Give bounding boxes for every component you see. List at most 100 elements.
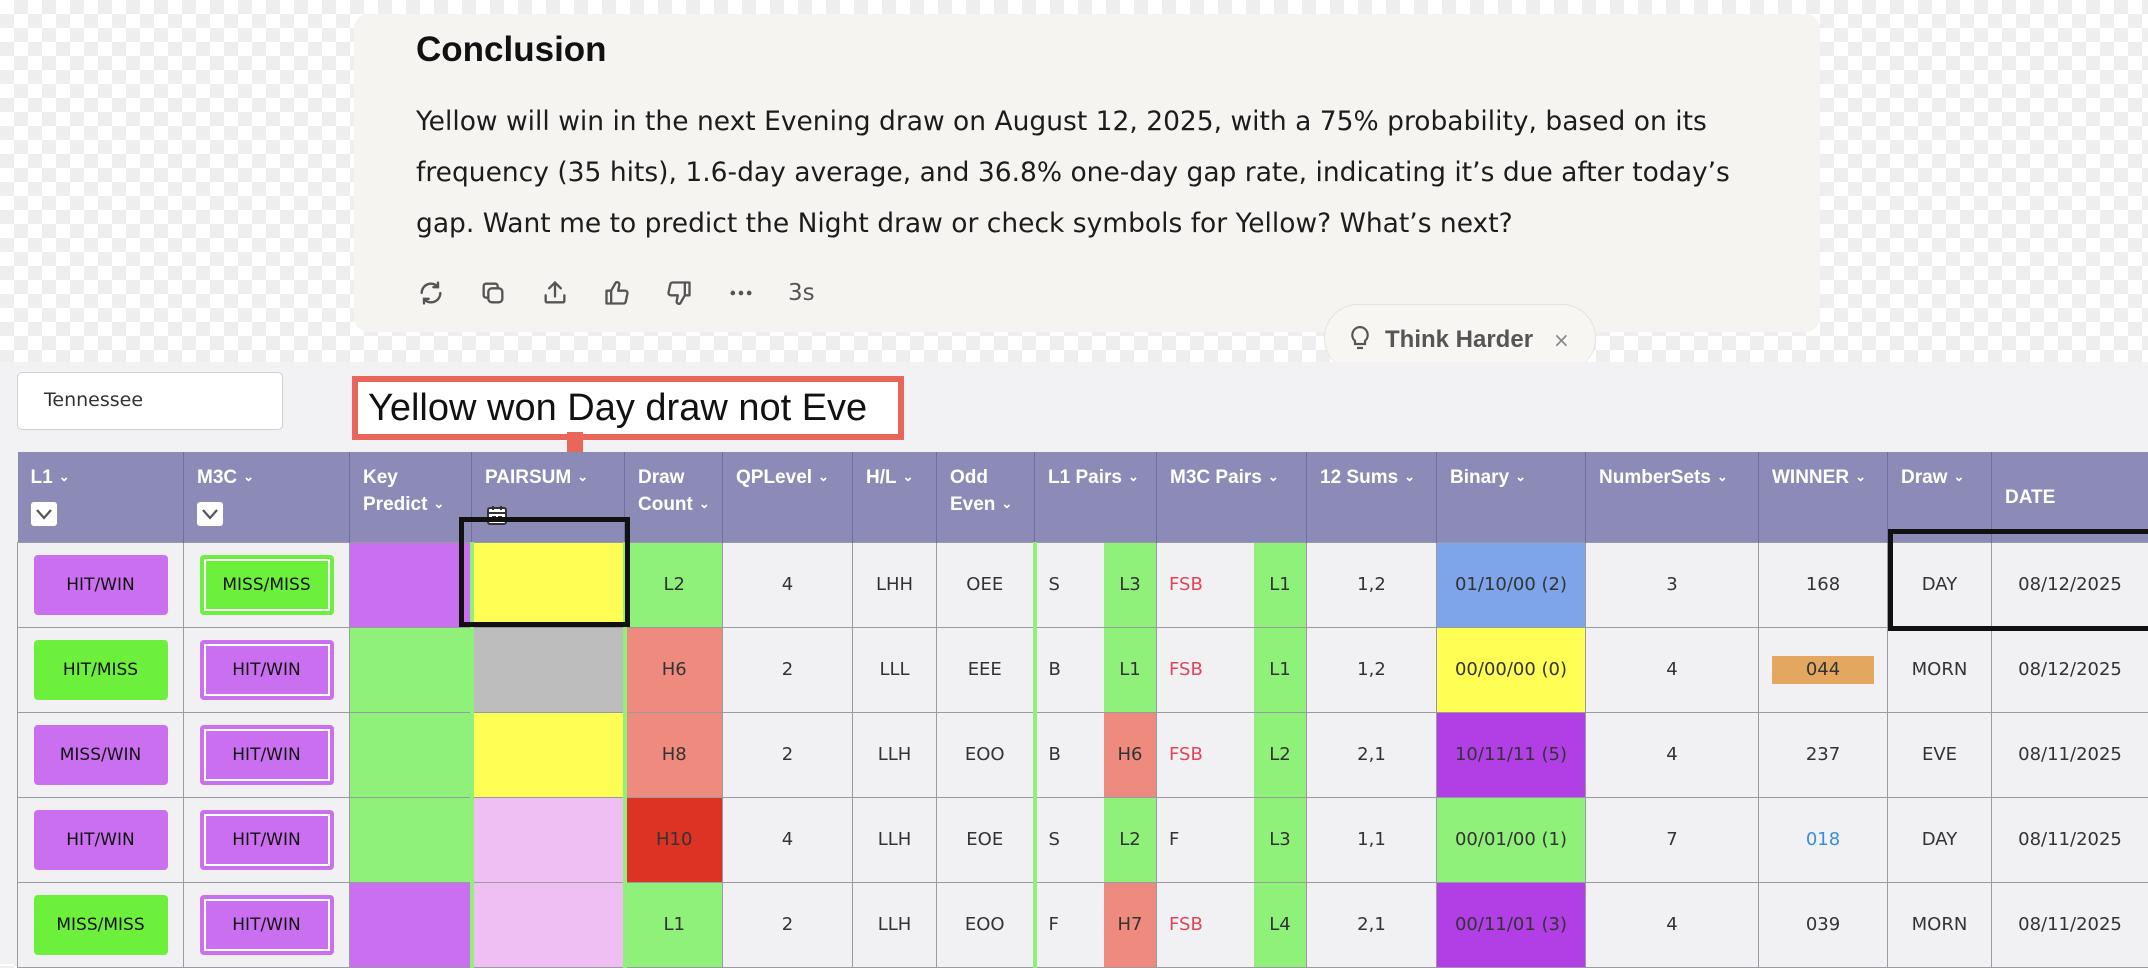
m3c-pair-letter: FSB — [1157, 883, 1254, 967]
col-header-l1[interactable]: L1⌄ — [18, 452, 184, 542]
m3c-cell: HIT/WIN — [184, 797, 350, 882]
col-header-m3c-pairs[interactable]: M3C Pairs⌄ — [1157, 452, 1307, 542]
key-predict-cell — [350, 882, 472, 967]
l1-pair-level: H6 — [1104, 713, 1156, 797]
sums-cell: 2,1 — [1307, 712, 1437, 797]
chevron-down-icon: ⌄ — [577, 463, 588, 490]
draw-count-cell: L2 — [625, 542, 723, 627]
l1-cell: HIT/WIN — [18, 797, 184, 882]
hl-cell: LLH — [853, 797, 937, 882]
m3c-status-label: HIT/WIN — [204, 644, 330, 696]
qplevel-cell: 4 — [723, 542, 853, 627]
dropdown-toggle-icon[interactable] — [197, 502, 223, 526]
col-header-numbersets[interactable]: NumberSets⌄ — [1586, 452, 1759, 542]
pairsum-highlight-box — [459, 517, 630, 627]
chevron-down-icon: ⌄ — [59, 463, 70, 490]
more-icon[interactable] — [726, 278, 756, 308]
winner-link[interactable]: 018 — [1806, 829, 1840, 850]
pairsum-cell — [472, 627, 625, 712]
draw-count-cell: H8 — [625, 712, 723, 797]
m3c-cell: HIT/WIN — [184, 627, 350, 712]
chevron-down-icon: ⌄ — [699, 490, 710, 517]
m3c-pair-letter: FSB — [1157, 628, 1254, 712]
draw-cell: MORN — [1888, 627, 1992, 712]
draw-count-cell: H10 — [625, 797, 723, 882]
pairsum-cell — [472, 882, 625, 967]
chevron-down-icon: ⌄ — [818, 463, 829, 490]
thumbs-up-icon[interactable] — [602, 278, 632, 308]
m3c-pair-level: L2 — [1254, 713, 1306, 797]
m3c-status-pill[interactable]: HIT/WIN — [200, 895, 334, 955]
l1-pair-letter: B — [1037, 628, 1105, 712]
chevron-down-icon: ⌄ — [903, 463, 914, 490]
odd-even-cell: EOE — [937, 797, 1035, 882]
l1-status-pill[interactable]: MISS/WIN — [34, 725, 168, 785]
numbersets-cell: 7 — [1586, 797, 1759, 882]
m3c-status-pill[interactable]: MISS/MISS — [200, 555, 334, 615]
conclusion-paragraph: Yellow will win in the next Evening draw… — [416, 96, 1796, 249]
pairsum-cell — [472, 797, 625, 882]
chevron-down-icon: ⌄ — [1268, 463, 1279, 490]
l1-pair-level: L3 — [1104, 543, 1156, 627]
m3c-status-pill[interactable]: HIT/WIN — [200, 810, 334, 870]
thumbs-down-icon[interactable] — [664, 278, 694, 308]
key-predict-cell — [350, 542, 472, 627]
l1-pair-letter: F — [1037, 883, 1105, 967]
m3c-pair-letter: FSB — [1157, 713, 1254, 797]
winner-cell: 018 — [1759, 797, 1888, 882]
draw-count-cell: H6 — [625, 627, 723, 712]
odd-even-cell: EOO — [937, 712, 1035, 797]
qplevel-cell: 4 — [723, 797, 853, 882]
sums-cell: 2,1 — [1307, 882, 1437, 967]
l1-status-pill[interactable]: MISS/MISS — [34, 895, 168, 955]
odd-even-cell: EEE — [937, 627, 1035, 712]
l1-status-pill[interactable]: HIT/MISS — [34, 640, 168, 700]
close-icon[interactable]: × — [1553, 328, 1570, 352]
m3c-status-label: MISS/MISS — [204, 559, 330, 611]
col-header-qplevel[interactable]: QPLevel⌄ — [723, 452, 853, 542]
col-header-m3c[interactable]: M3C⌄ — [184, 452, 350, 542]
refresh-icon[interactable] — [416, 278, 446, 308]
m3c-status-pill[interactable]: HIT/WIN — [200, 640, 334, 700]
col-header-hl[interactable]: H/L⌄ — [853, 452, 937, 542]
state-select-field[interactable]: Tennessee — [17, 372, 283, 430]
dropdown-toggle-icon[interactable] — [31, 502, 57, 526]
col-header-12-sums[interactable]: 12 Sums⌄ — [1307, 452, 1437, 542]
odd-even-cell: OEE — [937, 542, 1035, 627]
m3c-cell: HIT/WIN — [184, 882, 350, 967]
draw-date-highlight-box — [1888, 529, 2148, 631]
binary-cell: 00/01/00 (1) — [1437, 797, 1586, 882]
chevron-down-icon: ⌄ — [1128, 463, 1139, 490]
l1-status-pill[interactable]: HIT/WIN — [34, 810, 168, 870]
m3c-cell: HIT/WIN — [184, 712, 350, 797]
draw-cell: DAY — [1888, 797, 1992, 882]
sums-cell: 1,1 — [1307, 797, 1437, 882]
col-header-l1-pairs[interactable]: L1 Pairs⌄ — [1035, 452, 1157, 542]
chevron-down-icon: ⌄ — [433, 490, 444, 517]
sums-cell: 1,2 — [1307, 542, 1437, 627]
copy-icon[interactable] — [478, 278, 508, 308]
m3c-status-pill[interactable]: HIT/WIN — [200, 725, 334, 785]
think-harder-label: Think Harder — [1385, 326, 1533, 354]
col-header-binary[interactable]: Binary⌄ — [1437, 452, 1586, 542]
conclusion-heading: Conclusion — [416, 30, 607, 70]
share-icon[interactable] — [540, 278, 570, 308]
l1-status-pill[interactable]: HIT/WIN — [34, 555, 168, 615]
col-header-winner[interactable]: WINNER⌄ — [1759, 452, 1888, 542]
chevron-down-icon: ⌄ — [1515, 463, 1526, 490]
key-predict-cell — [350, 797, 472, 882]
hl-cell: LHH — [853, 542, 937, 627]
winner-value: 237 — [1806, 744, 1840, 765]
